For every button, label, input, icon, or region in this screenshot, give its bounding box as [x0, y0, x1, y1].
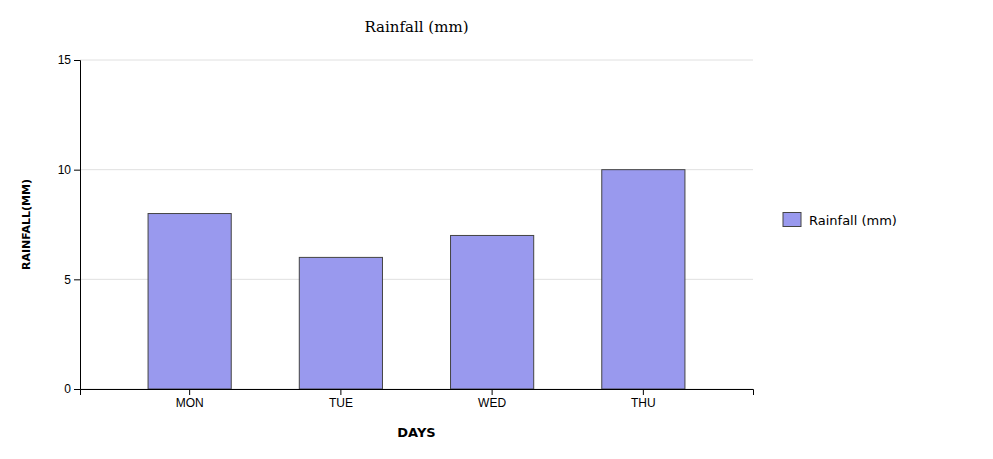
legend-label: Rainfall (mm): [809, 213, 897, 228]
x-axis-title: DAYS: [397, 425, 435, 440]
bar: [299, 257, 382, 389]
legend: Rainfall (mm): [783, 213, 897, 228]
plot: MON TUE WED THU 0 5 10 15 DAYS RAINFALL(MM): [20, 53, 754, 440]
x-tick-label: MON: [176, 396, 204, 410]
x-tick-mark: [340, 389, 341, 395]
x-tick: WED: [478, 389, 506, 410]
y-tick-mark: [74, 279, 80, 280]
grid-line: [80, 60, 753, 61]
y-axis-title: RAINFALL(MM): [20, 179, 33, 270]
y-axis-line: [74, 61, 81, 390]
y-tick-mark: [74, 170, 80, 171]
title: Rainfall (mm): [364, 18, 468, 36]
y-axis: 0 5 10 15: [58, 53, 81, 396]
x-tick-mark: [189, 389, 190, 395]
chart: MON TUE WED THU 0 5 10 15 DAYS RAINFALL(MM) Rainfa…: [0, 0, 993, 459]
x-tick: TUE: [329, 389, 353, 410]
legend-swatch: [783, 213, 801, 227]
legend-item: Rainfall (mm): [783, 213, 897, 228]
x-axis: MON TUE WED THU: [81, 389, 754, 410]
y-tick: 5: [64, 273, 80, 287]
y-tick-label: 15: [58, 53, 72, 67]
y-tick: 15: [58, 53, 80, 67]
x-axis-line: [81, 390, 754, 396]
x-tick-mark: [643, 389, 644, 395]
y-tick-label: 5: [64, 273, 71, 287]
y-tick: 0: [64, 382, 80, 396]
x-tick: THU: [631, 389, 656, 410]
y-tick-mark: [74, 60, 80, 61]
x-tick-mark: [492, 389, 493, 395]
y-tick-label: 10: [58, 163, 72, 177]
y-tick-mark: [74, 389, 80, 390]
y-tick-label: 0: [64, 382, 71, 396]
bar: [148, 214, 231, 389]
x-tick-label: THU: [631, 396, 656, 410]
bar: [602, 170, 685, 389]
x-tick-label: TUE: [329, 396, 353, 410]
y-tick: 10: [58, 163, 80, 177]
x-tick-label: WED: [478, 396, 506, 410]
bars: [148, 170, 685, 389]
x-tick: MON: [176, 389, 204, 410]
grid: [80, 60, 753, 389]
bar: [451, 235, 534, 389]
